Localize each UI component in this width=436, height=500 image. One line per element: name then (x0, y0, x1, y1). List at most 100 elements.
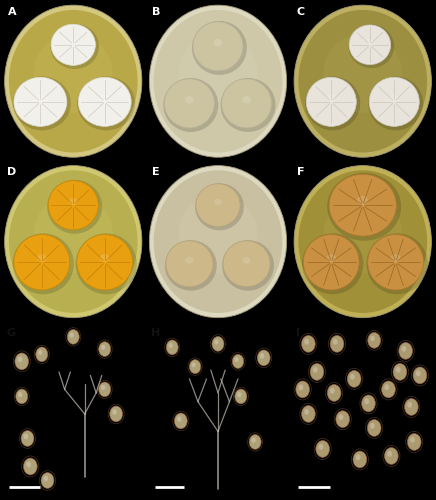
Ellipse shape (185, 96, 194, 104)
Circle shape (237, 392, 242, 397)
Circle shape (327, 384, 341, 402)
Ellipse shape (214, 39, 222, 46)
Ellipse shape (303, 234, 359, 290)
Ellipse shape (36, 94, 45, 102)
Circle shape (304, 409, 309, 415)
Circle shape (316, 440, 330, 458)
Circle shape (302, 406, 315, 422)
Ellipse shape (14, 78, 67, 126)
Ellipse shape (324, 34, 402, 113)
Ellipse shape (77, 76, 135, 130)
Ellipse shape (51, 24, 95, 66)
Circle shape (99, 342, 111, 356)
Circle shape (405, 398, 418, 415)
Circle shape (99, 382, 111, 397)
Circle shape (333, 339, 337, 344)
Circle shape (393, 364, 407, 380)
Circle shape (18, 392, 22, 397)
Ellipse shape (348, 24, 394, 68)
Ellipse shape (214, 199, 222, 205)
Circle shape (174, 413, 187, 429)
Ellipse shape (368, 234, 423, 290)
Circle shape (336, 411, 350, 428)
Circle shape (24, 434, 28, 439)
Ellipse shape (47, 180, 102, 234)
Circle shape (368, 332, 381, 348)
Circle shape (189, 360, 201, 374)
Circle shape (330, 388, 335, 394)
Ellipse shape (390, 94, 399, 102)
Ellipse shape (153, 170, 283, 313)
Circle shape (310, 364, 324, 380)
Ellipse shape (150, 5, 286, 158)
Ellipse shape (369, 78, 419, 126)
Ellipse shape (368, 76, 423, 130)
Circle shape (26, 462, 31, 468)
Ellipse shape (77, 234, 133, 290)
Text: H: H (151, 328, 160, 338)
Circle shape (370, 336, 375, 341)
Circle shape (67, 330, 79, 344)
Ellipse shape (48, 180, 98, 230)
Circle shape (367, 420, 381, 436)
Ellipse shape (357, 196, 368, 205)
Ellipse shape (294, 5, 431, 158)
Circle shape (382, 381, 395, 398)
Ellipse shape (196, 184, 240, 226)
Ellipse shape (242, 257, 251, 264)
Ellipse shape (349, 25, 391, 64)
Ellipse shape (327, 254, 336, 262)
Ellipse shape (192, 21, 247, 75)
Circle shape (44, 476, 48, 482)
Ellipse shape (9, 170, 138, 313)
Circle shape (212, 336, 224, 351)
Circle shape (38, 350, 42, 355)
Circle shape (361, 395, 375, 412)
Ellipse shape (69, 38, 77, 45)
Ellipse shape (165, 240, 217, 290)
Ellipse shape (37, 254, 47, 262)
Text: E: E (152, 167, 160, 177)
Circle shape (296, 381, 310, 398)
Circle shape (319, 444, 324, 450)
Ellipse shape (193, 22, 243, 71)
Circle shape (169, 343, 173, 348)
Ellipse shape (185, 257, 194, 264)
Text: A: A (7, 7, 16, 17)
Ellipse shape (153, 10, 283, 152)
Ellipse shape (164, 78, 218, 132)
Ellipse shape (242, 96, 251, 104)
Circle shape (192, 362, 196, 368)
Ellipse shape (69, 198, 78, 205)
Text: B: B (152, 7, 160, 17)
Circle shape (385, 384, 389, 390)
Ellipse shape (164, 79, 215, 128)
Circle shape (110, 406, 123, 422)
Circle shape (407, 402, 412, 408)
Circle shape (350, 374, 355, 380)
Ellipse shape (221, 78, 276, 132)
Ellipse shape (179, 194, 257, 274)
Ellipse shape (327, 173, 401, 241)
Circle shape (24, 458, 37, 475)
Ellipse shape (34, 194, 112, 274)
Ellipse shape (5, 166, 142, 318)
Circle shape (313, 367, 318, 372)
Ellipse shape (327, 94, 336, 102)
Circle shape (232, 354, 244, 368)
Text: I: I (296, 328, 300, 338)
Ellipse shape (9, 10, 138, 152)
Text: D: D (7, 167, 17, 177)
Ellipse shape (100, 254, 109, 262)
Ellipse shape (14, 234, 70, 290)
Circle shape (356, 454, 361, 460)
Ellipse shape (298, 170, 427, 313)
Circle shape (299, 384, 303, 390)
Circle shape (302, 336, 315, 352)
Ellipse shape (195, 184, 244, 230)
Circle shape (385, 448, 398, 464)
Circle shape (177, 416, 181, 422)
Circle shape (413, 367, 427, 384)
Ellipse shape (13, 234, 74, 294)
Ellipse shape (222, 240, 274, 290)
